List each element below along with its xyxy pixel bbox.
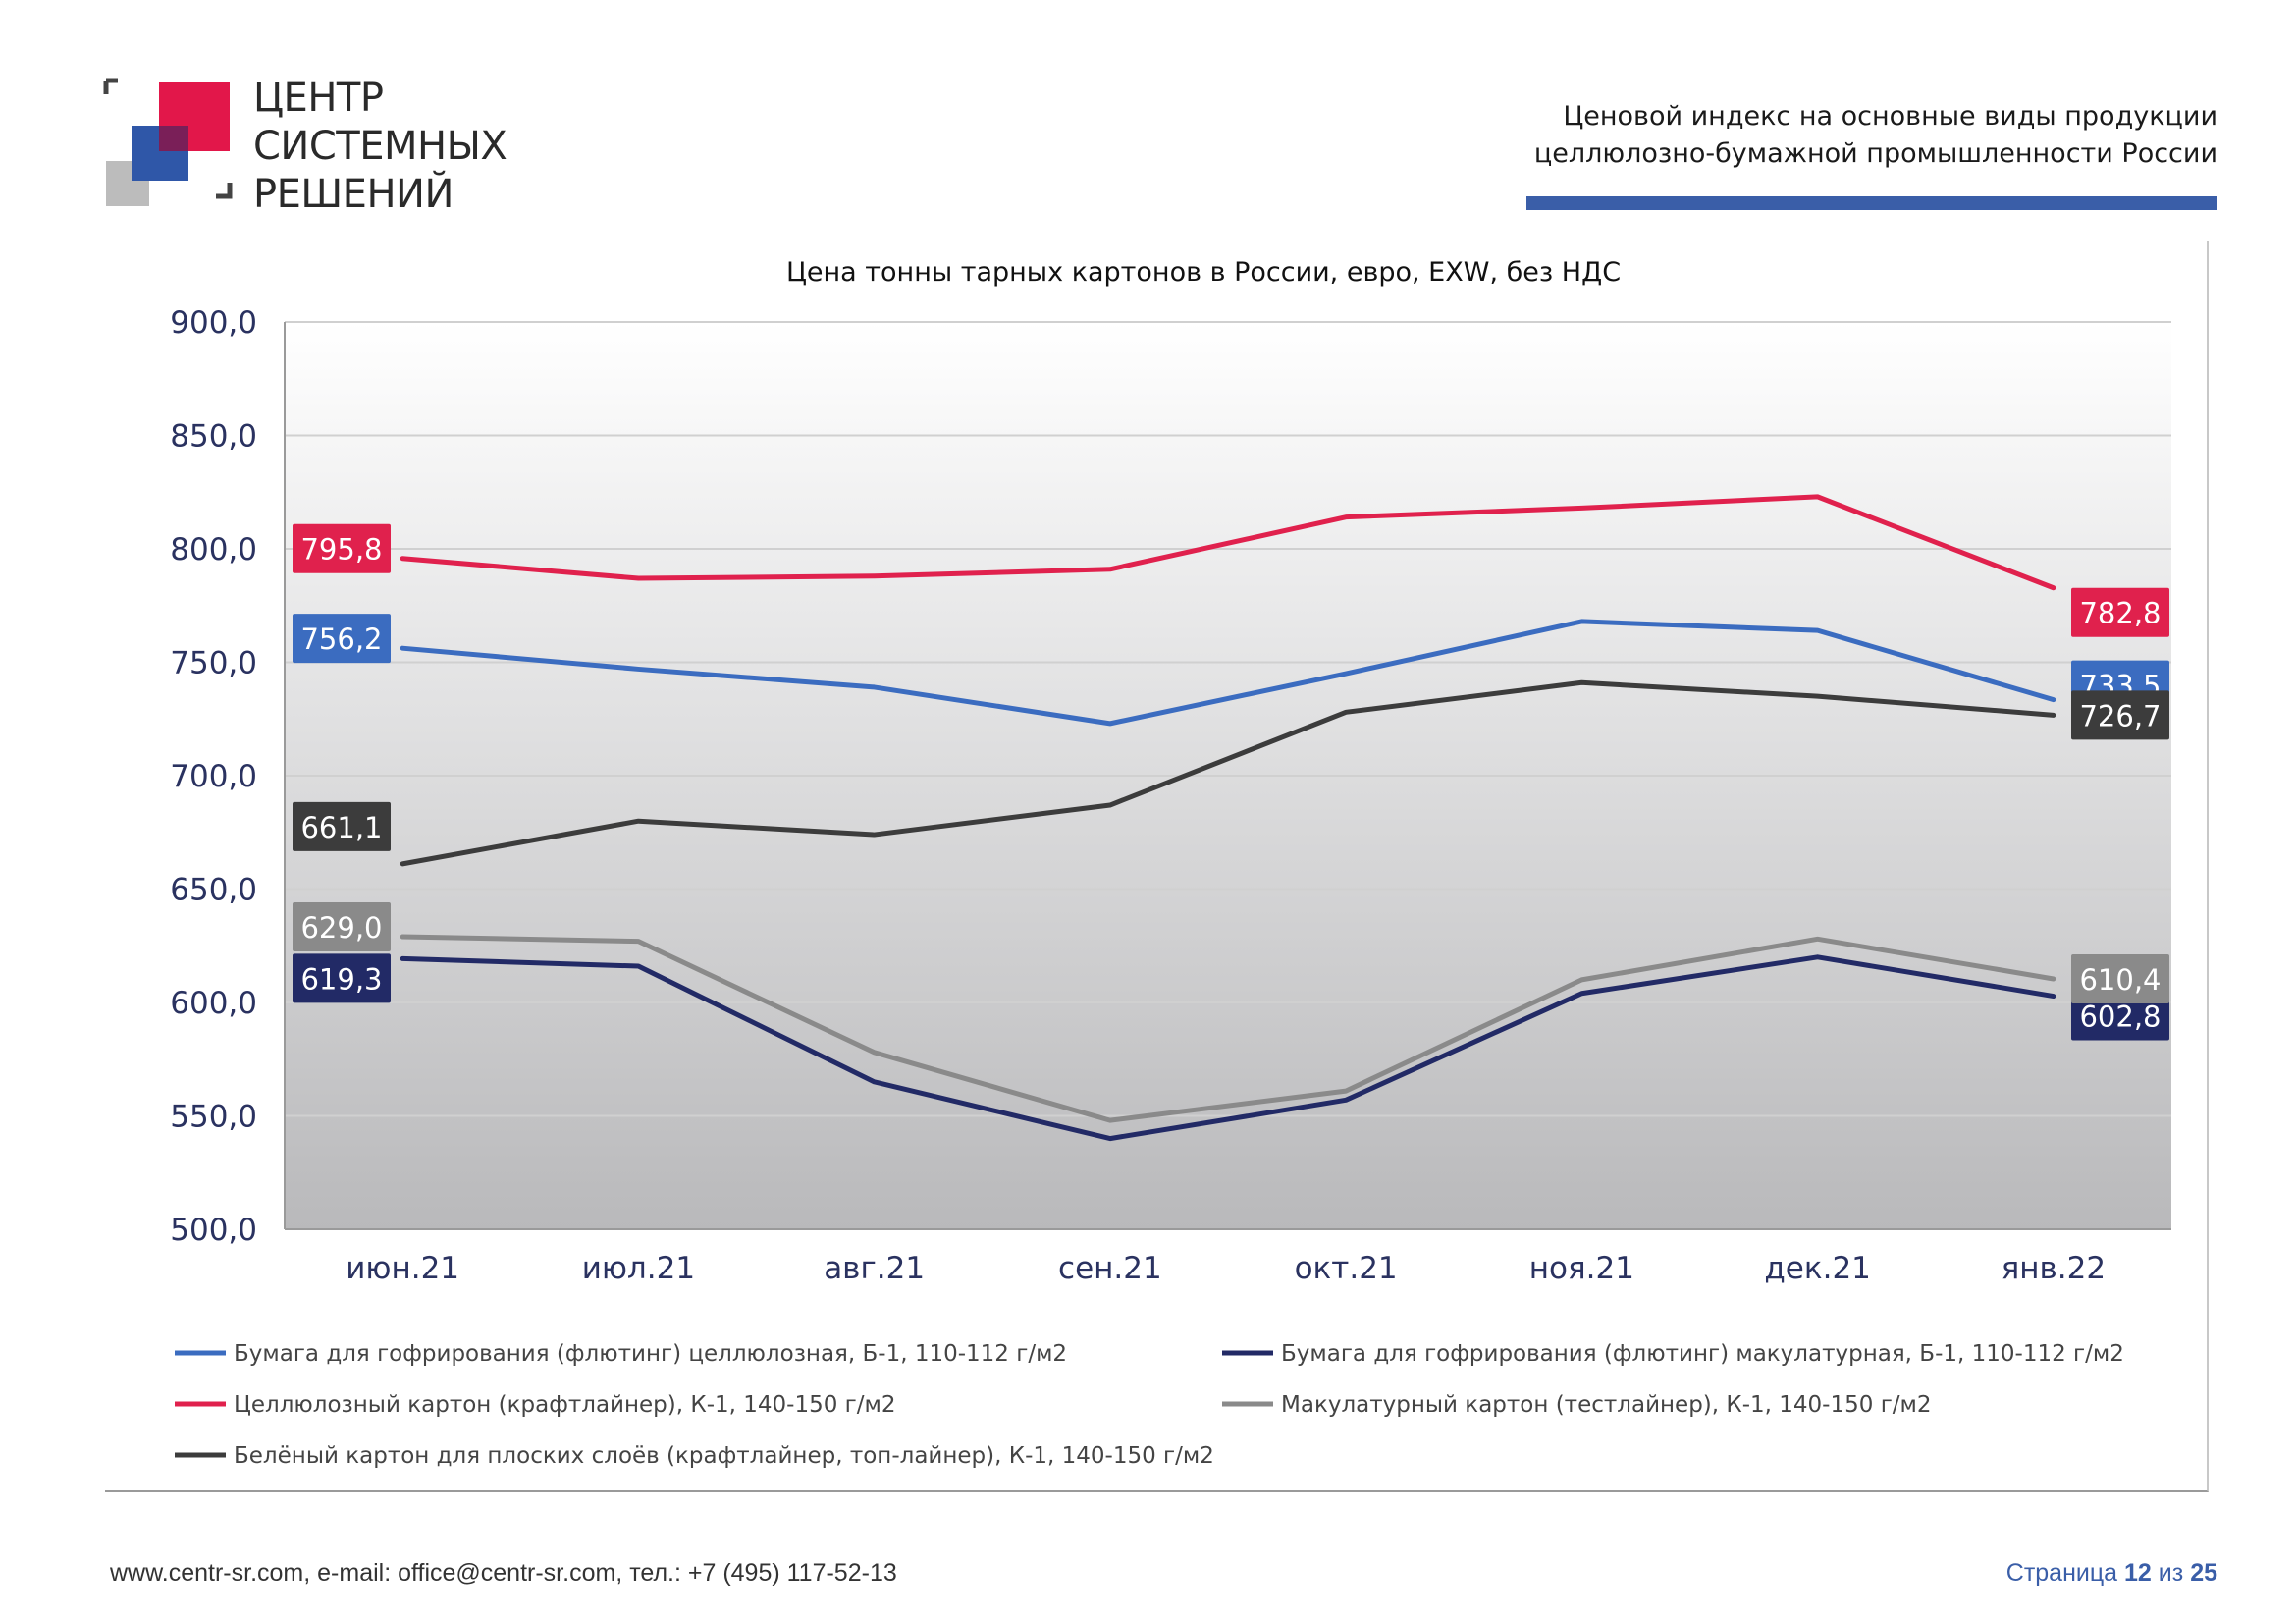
- data-label: 619,3: [300, 962, 382, 996]
- page-indicator: Страница 12 из 25: [2006, 1559, 2217, 1588]
- x-tick-label: окт.21: [1295, 1251, 1398, 1286]
- data-label-box: [293, 614, 391, 664]
- data-label: 795,8: [300, 533, 382, 567]
- data-label-box: [293, 902, 391, 952]
- legend-label: Бумага для гофрирования (флютинг) макула…: [1281, 1341, 2124, 1367]
- data-label: 602,8: [2079, 1001, 2161, 1034]
- data-label: 756,2: [300, 623, 382, 656]
- x-tick-label: янв.22: [2002, 1251, 2107, 1286]
- logo-line: ЦЕНТР: [253, 76, 384, 121]
- data-label-box: [2071, 991, 2169, 1041]
- legend-label: Белёный картон для плоских слоёв (крафтл…: [234, 1443, 1214, 1469]
- x-tick-label: авг.21: [824, 1251, 925, 1286]
- data-label-box: [2071, 953, 2169, 1003]
- document-title: Ценовой индекс на основные виды продукци…: [1534, 98, 2217, 173]
- legend-label: Макулатурный картон (тестлайнер), К-1, 1…: [1281, 1392, 1932, 1418]
- page-prefix: Страница: [2005, 1559, 2118, 1587]
- title-accent-bar: [1526, 196, 2217, 210]
- series-line: [400, 619, 2056, 727]
- series-line: [400, 679, 2056, 867]
- data-label: 726,7: [2079, 699, 2161, 732]
- data-label-box: [293, 523, 391, 573]
- logo-line: СИСТЕМНЫХ: [253, 124, 507, 169]
- page-separator: из: [2158, 1559, 2184, 1587]
- y-tick-label: 800,0: [170, 532, 257, 568]
- price-line-chart: Цена тонны тарных картонов в России, евр…: [170, 257, 2171, 1469]
- logo-corner-mark: [103, 78, 118, 94]
- data-label: 610,4: [2079, 963, 2161, 997]
- data-label-box: [2071, 587, 2169, 637]
- series-line: [400, 494, 2056, 591]
- document-title-line: Ценовой индекс на основные виды продукци…: [1563, 101, 2217, 132]
- logo-corner-mark: [216, 183, 233, 199]
- y-tick-label: 900,0: [170, 305, 257, 341]
- y-tick-label: 700,0: [170, 759, 257, 794]
- x-tick-label: ноя.21: [1529, 1251, 1634, 1286]
- chart-frame: [105, 241, 2209, 1492]
- series-line: [400, 934, 2056, 1123]
- chart-title: Цена тонны тарных картонов в России, евр…: [786, 257, 1621, 288]
- x-tick-label: сен.21: [1058, 1251, 1162, 1286]
- y-tick-label: 650,0: [170, 873, 257, 908]
- data-label-box: [2071, 690, 2169, 740]
- company-logo: [103, 78, 233, 206]
- y-tick-label: 750,0: [170, 646, 257, 681]
- y-tick-label: 850,0: [170, 419, 257, 455]
- logo-overlap-square: [159, 126, 188, 151]
- document-title-line: целлюлозно-бумажной промышленности Росси…: [1533, 138, 2217, 169]
- legend-label: Целлюлозный картон (крафтлайнер), К-1, 1…: [234, 1392, 896, 1418]
- logo-line: РЕШЕНИЙ: [253, 172, 454, 217]
- footer-contacts: www.centr-sr.com, e-mail: office@centr-s…: [110, 1559, 897, 1587]
- data-label: 661,1: [300, 811, 382, 844]
- y-tick-label: 600,0: [170, 986, 257, 1021]
- x-tick-label: июл.21: [582, 1251, 695, 1286]
- data-label-box: [293, 801, 391, 851]
- data-label: 629,0: [300, 911, 382, 945]
- data-label-box: [293, 953, 391, 1003]
- legend-label: Бумага для гофрирования (флютинг) целлюл…: [234, 1341, 1067, 1367]
- y-tick-label: 550,0: [170, 1100, 257, 1135]
- page-total: 25: [2190, 1559, 2217, 1587]
- page-current: 12: [2124, 1559, 2152, 1587]
- x-tick-label: дек.21: [1764, 1251, 1871, 1286]
- series-line: [400, 954, 2056, 1142]
- logo-wordmark: ЦЕНТР СИСТЕМНЫХ РЕШЕНИЙ: [253, 75, 507, 219]
- data-label: 782,8: [2079, 597, 2161, 630]
- x-tick-label: июн.21: [346, 1251, 459, 1286]
- y-tick-label: 500,0: [170, 1213, 257, 1248]
